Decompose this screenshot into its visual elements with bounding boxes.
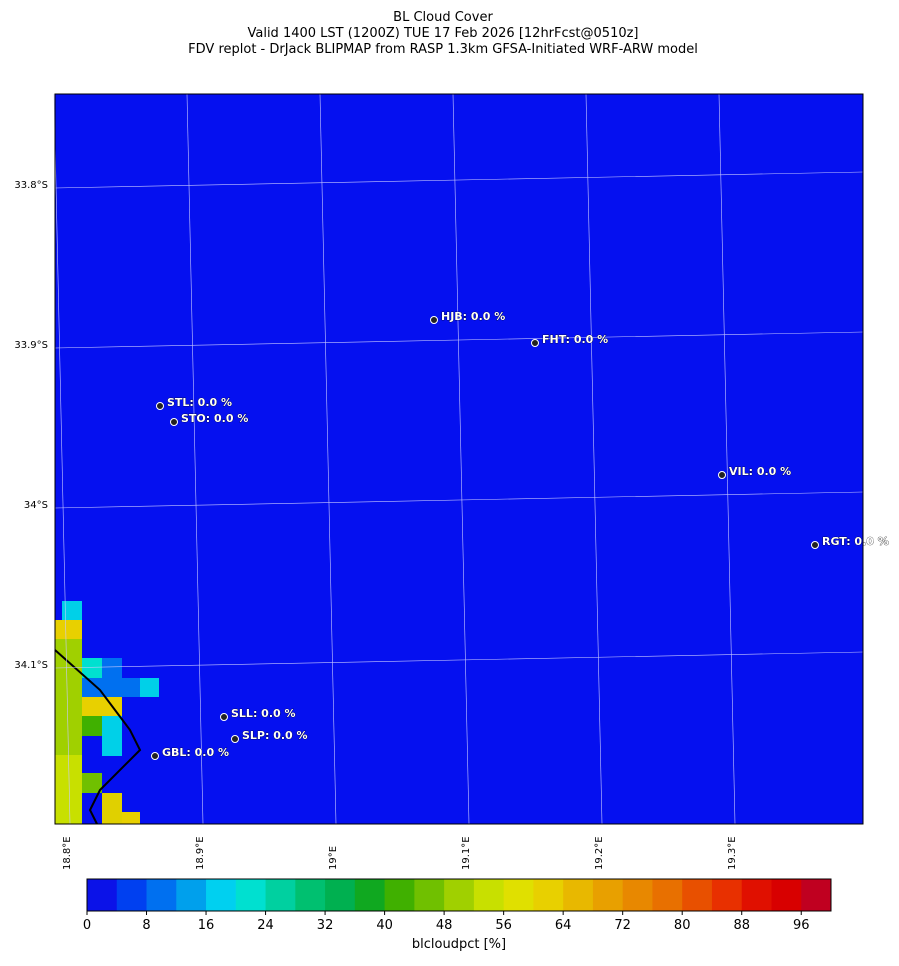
station-label: STL: 0.0 % xyxy=(167,396,232,409)
lat-label: 34.1°S xyxy=(14,660,48,671)
station-marker xyxy=(430,316,438,324)
colorbar-segment xyxy=(295,879,326,911)
station-label: STO: 0.0 % xyxy=(181,412,248,425)
colorbar-segment xyxy=(87,879,118,911)
colorbar-segment xyxy=(711,879,743,911)
colorbar-segment xyxy=(503,879,534,911)
station-marker xyxy=(718,471,726,479)
colorbar-segment xyxy=(235,879,267,911)
colorbar-segment xyxy=(176,879,207,911)
colorbar: 0 8 16 24 32 40 48 56 64 72 80 88 96 blcloudpct [%] xyxy=(83,878,832,952)
colorbar-tick-label: 40 xyxy=(376,918,393,933)
colorbar-segment xyxy=(146,879,177,911)
lon-grid-line xyxy=(186,93,204,825)
station-marker xyxy=(231,735,239,743)
title-line: Valid 1400 LST (1200Z) TUE 17 Feb 2026 [… xyxy=(247,26,638,41)
lat-grid-line xyxy=(54,491,864,509)
colorbar-tick-label: 48 xyxy=(436,918,453,933)
colorbar-segment xyxy=(563,879,594,911)
colorbar-frame xyxy=(86,878,832,912)
colorbar-tick-label: 8 xyxy=(142,918,150,933)
lon-label: 18.9°E xyxy=(195,836,206,870)
station-label: FHT: 0.0 % xyxy=(542,333,608,346)
colorbar-segment xyxy=(265,879,296,911)
station-marker xyxy=(531,339,539,347)
lon-label: 19°E xyxy=(328,846,339,870)
colorbar-tick-label: 64 xyxy=(555,918,572,933)
colorbar-tick-label: 88 xyxy=(733,918,750,933)
colorbar-tick-label: 16 xyxy=(198,918,215,933)
colorbar-segment xyxy=(116,879,148,911)
lat-grid-line xyxy=(54,331,864,349)
grid xyxy=(53,93,864,825)
station-marker xyxy=(156,402,164,410)
station-label: VIL: 0.0 % xyxy=(729,465,791,478)
colorbar-segment xyxy=(682,879,713,911)
colorbar-segment xyxy=(206,879,237,911)
lon-label: 19.1°E xyxy=(461,836,472,870)
colorbar-segment xyxy=(771,879,802,911)
colorbar-segment xyxy=(414,879,445,911)
colorbar-segment xyxy=(652,879,683,911)
lon-grid-line xyxy=(53,93,71,825)
lat-grid-line xyxy=(54,651,864,669)
colorbar-segment xyxy=(473,879,505,911)
station-marker xyxy=(170,418,178,426)
station-label: SLL: 0.0 % xyxy=(231,707,296,720)
title-line: BL Cloud Cover xyxy=(393,10,493,25)
colorbar-label: blcloudpct [%] xyxy=(412,937,506,952)
lon-label: 18.8°E xyxy=(62,836,73,870)
map: HJB: 0.0 % FHT: 0.0 % STL: 0.0 % STO: 0.0 %… xyxy=(53,93,889,825)
title-line: FDV replot - DrJack BLIPMAP from RASP 1.… xyxy=(188,42,698,57)
lon-grid-line xyxy=(718,93,736,825)
colorbar-segment xyxy=(444,879,475,911)
colorbar-segment xyxy=(354,879,386,911)
colorbar-tick-label: 80 xyxy=(674,918,691,933)
stations: HJB: 0.0 % FHT: 0.0 % STL: 0.0 % STO: 0.0 %… xyxy=(151,310,889,760)
colorbar-tick-label: 96 xyxy=(793,918,810,933)
lat-label: 34°S xyxy=(24,500,48,511)
colorbar-tick-label: 24 xyxy=(257,918,274,933)
lon-grid-line xyxy=(452,93,470,825)
colorbar-segment xyxy=(592,879,624,911)
colorbar-segment xyxy=(325,879,356,911)
map-background xyxy=(55,94,863,824)
colorbar-segment xyxy=(533,879,564,911)
colorbar-segment xyxy=(384,879,415,911)
map-frame xyxy=(54,93,864,825)
lon-grid-line xyxy=(319,93,337,825)
coastline xyxy=(54,649,142,825)
lon-label: 19.2°E xyxy=(594,836,605,870)
colorbar-segment xyxy=(741,879,772,911)
station-label: RGT: 0.0 % xyxy=(822,535,889,548)
colorbar-segment xyxy=(622,879,653,911)
lat-grid-line xyxy=(54,171,864,189)
colorbar-tick-label: 32 xyxy=(317,918,334,933)
lon-label: 19.3°E xyxy=(727,836,738,870)
colorbar-segment xyxy=(801,879,832,911)
station-label: HJB: 0.0 % xyxy=(441,310,505,323)
lat-label: 33.9°S xyxy=(14,340,48,351)
station-marker xyxy=(151,752,159,760)
station-marker xyxy=(811,541,819,549)
lon-grid-line xyxy=(585,93,603,825)
colorbar-tick-label: 0 xyxy=(83,918,91,933)
station-marker xyxy=(220,713,228,721)
station-label: GBL: 0.0 % xyxy=(162,746,229,759)
colorbar-tick-label: 72 xyxy=(614,918,631,933)
station-label: SLP: 0.0 % xyxy=(242,729,308,742)
colorbar-tick-label: 56 xyxy=(495,918,512,933)
lat-label: 33.8°S xyxy=(14,180,48,191)
